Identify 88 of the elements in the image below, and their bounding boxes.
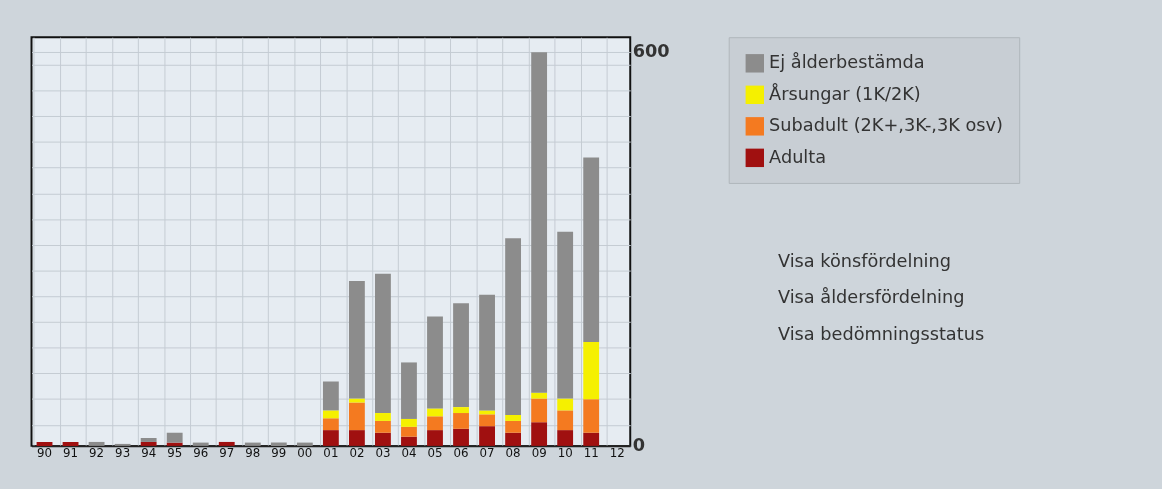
bar — [322, 410, 339, 419]
bar — [270, 442, 287, 446]
bar — [531, 398, 548, 423]
x-tick-label: 11 — [583, 446, 599, 461]
bar — [557, 410, 574, 431]
y-tick-label: 0 — [632, 435, 646, 456]
bar — [401, 418, 417, 427]
bar — [192, 442, 209, 446]
bar — [348, 398, 365, 403]
bar — [401, 426, 417, 437]
bar — [453, 407, 469, 414]
text: Visa bedömningsstatus — [777, 323, 985, 344]
x-tick-label: 95 — [167, 446, 183, 461]
bar — [479, 414, 495, 427]
bar — [427, 430, 443, 446]
bar — [505, 415, 522, 421]
bar — [166, 442, 183, 446]
bar — [322, 430, 339, 446]
legend-label: Subadult (2K+,3K-,3K osv) — [769, 115, 1003, 136]
bar — [479, 294, 495, 411]
x-tick-label: 98 — [245, 446, 261, 461]
bar — [375, 432, 391, 446]
legend-label: Ej ålderbestämda — [769, 52, 925, 73]
legend-label: Årsungar (1K/2K) — [769, 82, 921, 104]
bar — [557, 398, 574, 411]
bar — [88, 441, 105, 446]
bar — [505, 420, 522, 433]
x-tick-label: 08 — [505, 446, 521, 461]
bar — [375, 273, 391, 414]
text: Visa åldersfördelning — [777, 287, 965, 308]
x-tick-label: 03 — [375, 446, 391, 461]
bar — [322, 418, 339, 431]
bar — [453, 303, 469, 408]
x-tick-label: 12 — [609, 446, 625, 461]
bar — [322, 381, 339, 411]
bar — [140, 441, 157, 446]
bar — [401, 362, 417, 419]
bar — [505, 238, 522, 415]
bar — [218, 441, 235, 446]
bar — [62, 441, 79, 446]
bar — [583, 342, 600, 400]
x-tick-label: 01 — [323, 446, 339, 461]
x-tick-label: 96 — [193, 446, 209, 461]
x-tick-label: 94 — [141, 446, 157, 461]
bar — [531, 52, 548, 393]
bar — [479, 410, 495, 415]
legend-label: Adulta — [769, 146, 827, 167]
bar — [531, 392, 548, 399]
bar — [244, 442, 261, 446]
bar — [557, 231, 574, 399]
bar — [348, 430, 365, 446]
bar — [375, 413, 391, 421]
x-tick-label: 09 — [531, 446, 547, 461]
bar — [427, 408, 443, 417]
x-tick-label: 05 — [427, 446, 443, 461]
bar — [36, 441, 53, 446]
bar — [140, 438, 157, 442]
x-tick-label: 97 — [219, 446, 235, 461]
bar — [583, 157, 600, 343]
x-tick-label: 10 — [557, 446, 573, 461]
bar — [453, 428, 469, 446]
x-tick-label: 07 — [479, 446, 495, 461]
text: Visa könsfördelning — [777, 250, 952, 271]
x-tick-label: 04 — [401, 446, 417, 461]
bar — [166, 432, 183, 443]
bar — [531, 422, 548, 446]
x-tick-label: 02 — [349, 446, 365, 461]
x-tick-label: 99 — [271, 446, 287, 461]
bar — [479, 426, 495, 446]
bar — [505, 432, 522, 446]
x-tick-label: 00 — [297, 446, 313, 461]
bar — [453, 413, 469, 429]
bar — [427, 316, 443, 409]
x-tick-label: 92 — [89, 446, 105, 461]
bar — [583, 399, 600, 433]
bar — [401, 436, 417, 446]
bar — [427, 416, 443, 431]
bar — [348, 402, 365, 431]
x-tick-label: 91 — [63, 446, 79, 461]
bar — [296, 442, 313, 446]
bar — [583, 432, 600, 446]
bar — [557, 430, 574, 446]
bar — [375, 420, 391, 433]
x-tick-label: 06 — [453, 446, 469, 461]
x-tick-label: 90 — [37, 446, 53, 461]
bar — [348, 280, 365, 399]
x-tick-label: 93 — [115, 446, 131, 461]
y-tick-label: 600 — [632, 41, 670, 62]
